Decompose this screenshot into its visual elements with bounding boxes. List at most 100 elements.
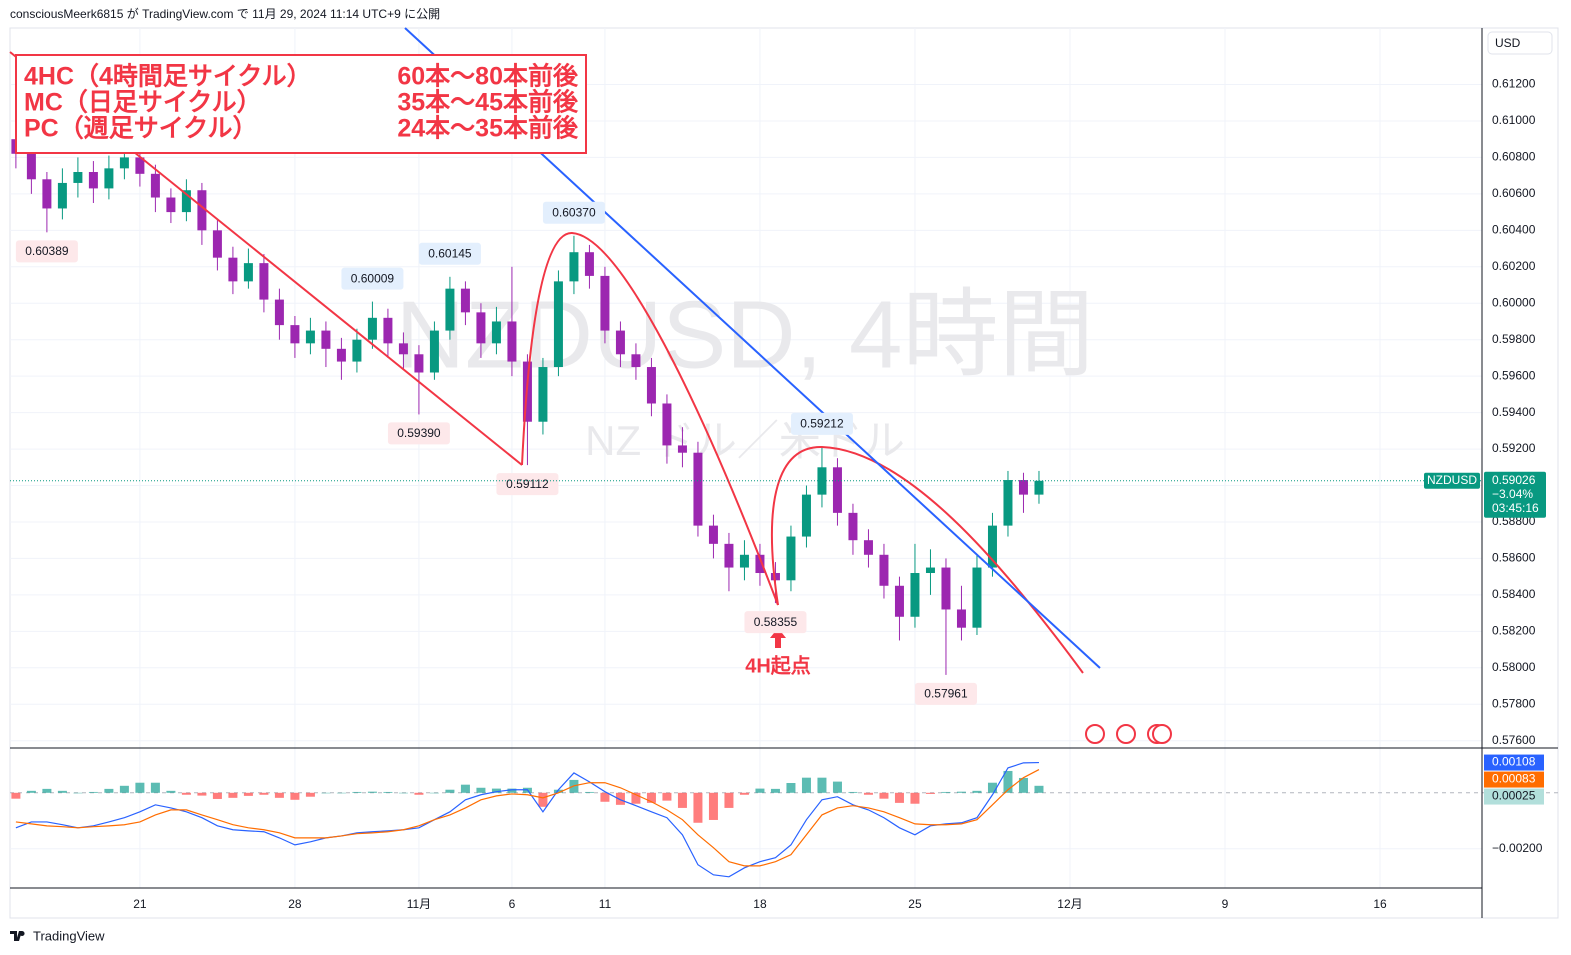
candle-body	[212, 230, 222, 258]
histogram-bar	[42, 788, 52, 793]
histogram-bar	[553, 789, 563, 793]
candle-body	[336, 348, 346, 362]
y-tick-label: 0.60200	[1492, 259, 1536, 273]
x-tick-label: 11	[599, 897, 612, 911]
histogram-bar	[445, 789, 455, 793]
currency-button[interactable]	[1487, 31, 1553, 55]
candle-body	[739, 554, 749, 568]
histogram-bar	[584, 791, 594, 793]
candle-body	[491, 321, 501, 344]
event-icon[interactable]	[1152, 724, 1172, 744]
histogram-bar	[491, 788, 501, 793]
x-tick-label: 11月	[407, 897, 431, 911]
candle-body	[73, 172, 83, 183]
histogram-bar	[476, 787, 486, 793]
y-tick-label: 0.61000	[1492, 113, 1536, 127]
candle-body	[476, 312, 486, 344]
candle-body	[166, 197, 176, 213]
candle-body	[987, 525, 997, 568]
candle-body	[398, 343, 408, 355]
histogram-bar	[274, 792, 284, 798]
event-icons	[1085, 724, 1172, 744]
candle-body	[662, 403, 672, 446]
pivot-label: 0.60009	[351, 271, 395, 285]
histogram-bar	[538, 792, 548, 807]
candle-body	[290, 325, 300, 344]
histogram-bar	[305, 792, 315, 797]
candle-body	[228, 257, 238, 282]
chart-frame	[9, 27, 1559, 919]
candle-body	[429, 330, 439, 373]
note-label: 4HC（4時間足サイクル）	[24, 62, 312, 91]
event-icon[interactable]	[1085, 724, 1105, 744]
drawings: 4H起点 4HC（4時間足サイクル） 60本〜80本前後 MC（日足サイクル） 35本…	[9, 27, 1172, 744]
y-tick-label: 0.58600	[1492, 551, 1536, 565]
pivot-label-box	[744, 611, 807, 634]
y-tick-label: 0.60400	[1492, 223, 1536, 237]
candle-body	[925, 567, 935, 574]
candle-body	[1034, 480, 1044, 495]
histogram-bar	[181, 792, 191, 795]
candle-body	[305, 330, 315, 344]
note-box[interactable]	[15, 54, 587, 154]
candle-body	[243, 263, 253, 282]
candle-body	[646, 367, 656, 404]
candle-body	[708, 525, 718, 544]
histogram-bar	[677, 792, 687, 808]
pivot-label: 0.57961	[924, 687, 968, 701]
y-tick-label: 0.59600	[1492, 368, 1536, 382]
currency-label: USD	[1495, 36, 1521, 50]
histogram-bar	[646, 792, 656, 803]
candle-body	[445, 288, 455, 331]
candle-body	[894, 585, 904, 617]
pivot-label: 0.60389	[25, 244, 69, 258]
cycle-arc[interactable]	[770, 445, 1084, 674]
candle-body	[460, 288, 470, 313]
candle-body	[879, 554, 889, 586]
pivot-label-box	[790, 412, 853, 435]
histogram-bar	[11, 792, 21, 799]
pivot-label-box	[496, 473, 559, 496]
cycle-arc[interactable]	[521, 231, 779, 606]
candle-body	[135, 157, 145, 174]
histogram-bar	[429, 792, 439, 794]
pivot-label: 0.60370	[552, 205, 596, 219]
histogram-bar	[1003, 770, 1013, 793]
histogram-bar	[615, 792, 625, 805]
histogram-bar	[352, 791, 362, 793]
histogram-bar	[631, 792, 641, 804]
y-tick-label: 0.60600	[1492, 186, 1536, 200]
candle-body	[615, 330, 625, 355]
histogram-bar	[398, 792, 408, 794]
candle-body	[631, 354, 641, 368]
callout-text: 4H起点	[745, 654, 811, 677]
macd-value: 0.00025	[1492, 789, 1536, 803]
histogram-bar	[88, 791, 98, 793]
candle-body	[863, 540, 873, 555]
histogram-bar	[972, 790, 982, 793]
histogram-bar	[863, 792, 873, 795]
last-price: 0.59026	[1492, 473, 1536, 487]
x-tick-label: 28	[288, 897, 302, 911]
histogram-bar	[119, 785, 129, 793]
candles	[10, 124, 1558, 878]
histogram-bar	[832, 781, 842, 793]
pivot-label: 0.59112	[506, 477, 549, 491]
candle-body	[104, 168, 114, 189]
histogram-bar	[104, 788, 114, 793]
candle-body	[181, 190, 191, 213]
histogram-bar	[956, 791, 966, 793]
candle-body	[553, 281, 563, 368]
histogram-bar	[1034, 785, 1044, 793]
event-icon[interactable]	[1116, 724, 1136, 744]
histogram-bar	[259, 792, 269, 795]
y-tick-label: 0.61200	[1492, 77, 1536, 91]
pivot-label: 0.59390	[397, 426, 441, 440]
histogram-bar	[367, 791, 377, 793]
histogram-bar	[414, 792, 424, 795]
histogram-bar	[770, 788, 780, 793]
x-tick-label: 6	[509, 897, 516, 911]
candle-body	[321, 330, 331, 349]
macd-value-box	[1484, 771, 1544, 788]
